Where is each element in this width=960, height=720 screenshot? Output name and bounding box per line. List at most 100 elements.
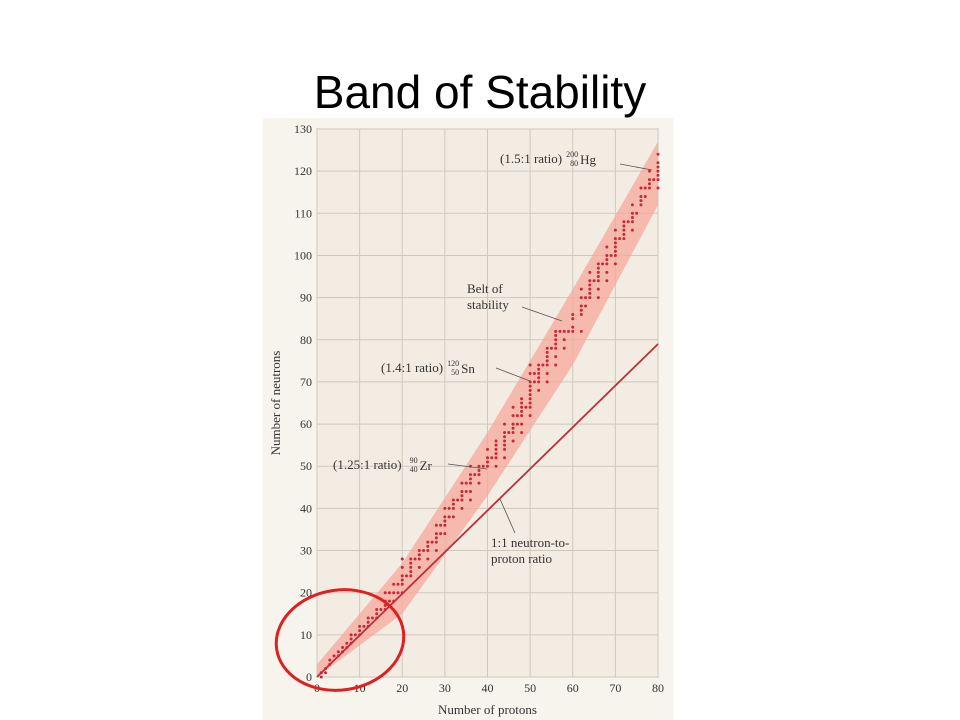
nuclide-point — [528, 371, 532, 375]
nuclide-point — [656, 169, 660, 173]
nuclide-point — [554, 329, 558, 333]
nuclide-point — [639, 203, 643, 207]
nuclide-point — [366, 624, 370, 628]
nuclide-point — [562, 346, 566, 350]
nuclide-point — [622, 237, 626, 241]
nuclide-point — [468, 490, 472, 494]
nuclide-point — [613, 237, 617, 241]
x-tick-label: 50 — [524, 681, 536, 695]
nuclide-point — [609, 253, 613, 257]
nuclide-point — [579, 287, 583, 291]
nuclide-point — [537, 380, 541, 384]
nuclide-point — [643, 194, 647, 198]
nuclide-point — [468, 498, 472, 502]
nuclide-point — [451, 515, 455, 519]
nuclide-point — [503, 422, 507, 426]
nuclide-point — [588, 270, 592, 274]
nuclide-point — [554, 355, 558, 359]
nuclide-point — [545, 380, 549, 384]
nuclide-point — [405, 574, 409, 578]
nuclide-point — [579, 304, 583, 308]
nuclide-point — [494, 439, 498, 443]
nuclide-point — [588, 287, 592, 291]
nuclide-point — [486, 447, 489, 451]
nuclide-point — [622, 224, 626, 228]
nuclide-point — [447, 515, 451, 519]
nuclide-point — [494, 447, 498, 451]
nuclide-point — [503, 431, 507, 435]
nuclide-point — [481, 464, 485, 468]
nuclide-point — [464, 490, 468, 494]
nuclide-point — [468, 481, 472, 485]
nuclide-point — [494, 456, 498, 460]
nuclide-point — [341, 650, 345, 654]
atomic-number: 50 — [451, 368, 459, 377]
x-tick-label: 60 — [567, 681, 579, 695]
nuclide-point — [353, 633, 357, 637]
nuclide-point — [511, 439, 515, 443]
nuclide-point — [520, 431, 524, 435]
y-axis-label: Number of neutrons — [268, 351, 283, 456]
atomic-number: 40 — [410, 465, 418, 474]
nuclide-point — [451, 502, 455, 506]
y-tick-label: 10 — [300, 628, 312, 642]
nuclide-point — [613, 253, 617, 257]
nuclide-point — [618, 237, 622, 241]
nuclide-point — [588, 291, 592, 295]
x-tick-label: 80 — [652, 681, 664, 695]
nuclide-point — [439, 532, 443, 536]
nuclide-point — [358, 629, 362, 633]
nuclide-point — [460, 494, 464, 498]
nuclide-point — [477, 473, 481, 477]
nuclide-point — [596, 270, 600, 274]
mass-number: 120 — [447, 359, 459, 368]
element-symbol: Zr — [420, 458, 433, 473]
nuclide-point — [366, 616, 370, 620]
nuclide-point — [443, 532, 447, 536]
nuclide-point — [349, 633, 353, 637]
x-tick-label: 30 — [439, 681, 451, 695]
nuclide-point — [362, 624, 366, 628]
nuclide-point — [515, 422, 519, 426]
nuclide-point — [447, 506, 451, 510]
nuclide-point — [528, 363, 532, 367]
nuclide-point — [503, 435, 507, 439]
nuclide-point — [434, 549, 438, 553]
nuclide-point — [596, 262, 600, 266]
nuclide-point — [528, 393, 532, 397]
nuclide-point — [345, 641, 349, 645]
nuclide-point — [503, 439, 507, 443]
highlight-circle — [274, 588, 406, 692]
nuclide-point — [383, 608, 387, 612]
nuclide-point — [639, 199, 643, 203]
nuclide-point — [639, 194, 643, 198]
nuclide-point — [639, 186, 643, 190]
leader-line — [447, 463, 488, 470]
nuclide-point — [426, 544, 430, 548]
nuclide-point — [656, 173, 660, 177]
nuclide-point — [443, 519, 447, 523]
nuclide-point — [562, 329, 566, 333]
nuclide-point — [601, 262, 605, 266]
nuclide-point — [511, 426, 515, 430]
nuclide-point — [434, 536, 438, 540]
ratio-line — [316, 343, 659, 678]
nuclide-point — [503, 447, 507, 451]
nuclide-point — [366, 620, 370, 624]
nuclide-point — [605, 270, 609, 274]
nuclide-point — [554, 363, 558, 367]
nuclide-point — [635, 211, 639, 215]
nuclide-point — [503, 443, 507, 447]
nuclide-point — [554, 334, 558, 338]
nuclide-point — [439, 523, 443, 527]
nuclide-point — [584, 304, 588, 308]
nuclide-point — [417, 553, 421, 557]
leader-line — [499, 498, 516, 534]
nuclide-point — [579, 312, 583, 316]
leader-line — [495, 367, 531, 382]
nuclide-point — [537, 363, 541, 367]
nuclide-point — [528, 405, 532, 409]
nuclide-point — [328, 658, 332, 662]
